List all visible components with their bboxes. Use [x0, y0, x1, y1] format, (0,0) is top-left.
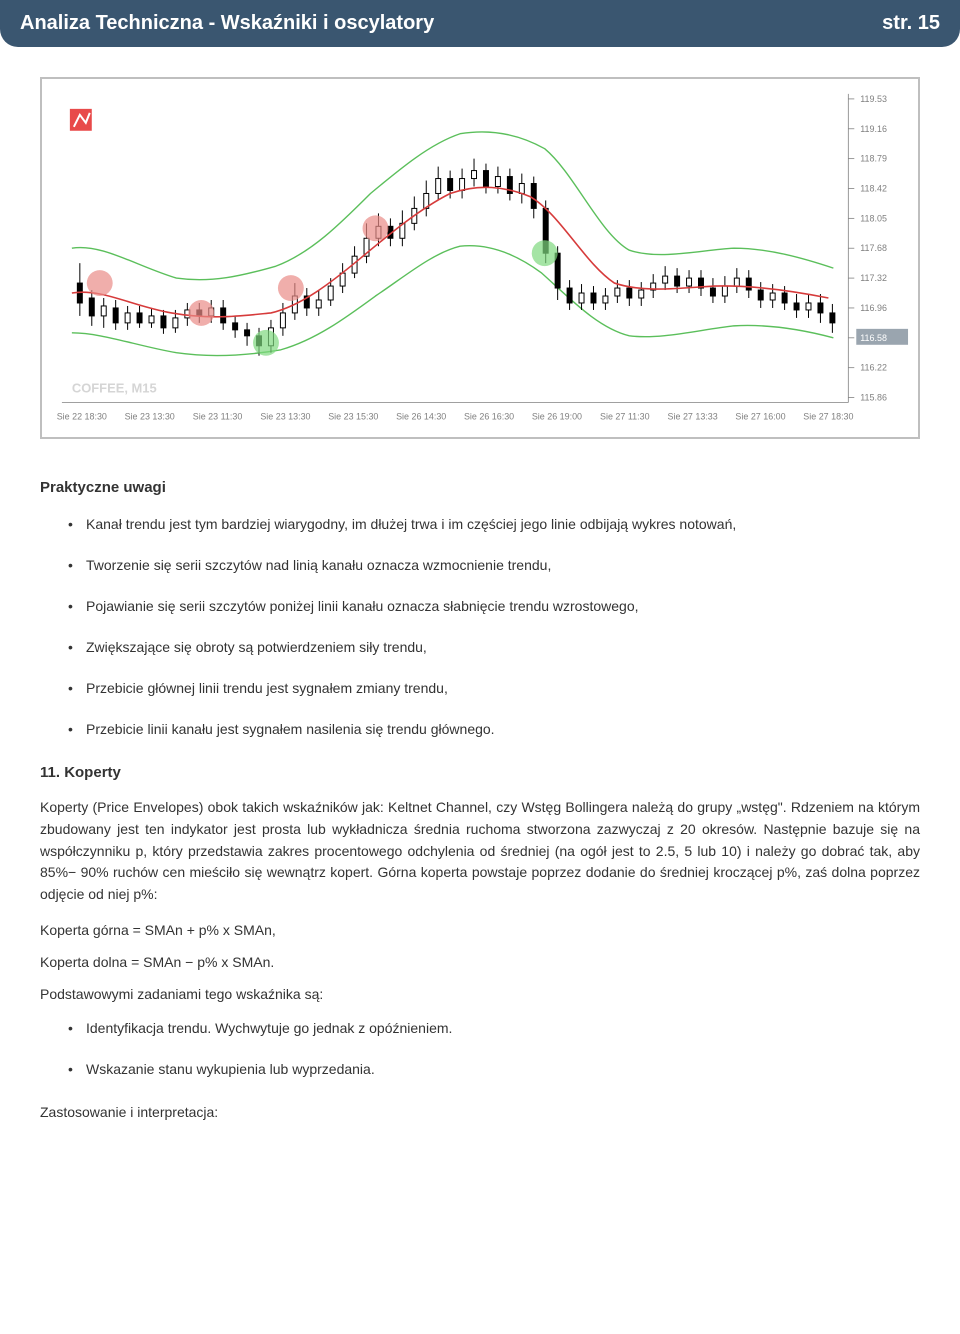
section-title: Praktyczne uwagi: [40, 479, 920, 496]
formula-upper: Koperta górna = SMAn + p% x SMAn,: [40, 922, 920, 938]
svg-text:118.42: 118.42: [860, 183, 887, 193]
svg-text:Sie 27 13:33: Sie 27 13:33: [668, 411, 718, 421]
svg-text:118.05: 118.05: [860, 213, 887, 223]
list-item: Kanał trendu jest tym bardziej wiarygodn…: [68, 514, 920, 535]
svg-text:Sie 27 11:30: Sie 27 11:30: [600, 411, 650, 421]
chart-container: COFFEE, M15 119.53 119.16 118.79 118.42 118.0…: [40, 77, 920, 439]
list-item: Zwiększające się obroty są potwierdzenie…: [68, 637, 920, 658]
svg-text:115.86: 115.86: [860, 393, 887, 403]
svg-text:117.32: 117.32: [860, 273, 887, 283]
list-item: Pojawianie się serii szczytów poniżej li…: [68, 596, 920, 617]
header-title: Analiza Techniczna - Wskaźniki i oscylat…: [20, 12, 434, 35]
list-item: Wskazanie stanu wykupienia lub wyprzedan…: [68, 1059, 920, 1080]
svg-text:117.68: 117.68: [860, 243, 887, 253]
svg-text:Sie 22 18:30: Sie 22 18:30: [57, 411, 107, 421]
list-item: Przebicie głównej linii trendu jest sygn…: [68, 678, 920, 699]
formula-lower: Koperta dolna = SMAn − p% x SMAn.: [40, 954, 920, 970]
footer-line: Zastosowanie i interpretacja:: [40, 1104, 920, 1120]
svg-text:116.22: 116.22: [860, 363, 887, 373]
svg-text:116.58: 116.58: [860, 333, 887, 343]
svg-text:Sie 23 15:30: Sie 23 15:30: [328, 411, 378, 421]
list-item: Przebicie linii kanału jest sygnałem nas…: [68, 719, 920, 740]
svg-text:118.79: 118.79: [860, 154, 887, 164]
page-content: COFFEE, M15 119.53 119.16 118.79 118.42 118.0…: [0, 47, 960, 1176]
svg-text:119.16: 119.16: [860, 124, 887, 134]
list-item: Tworzenie się serii szczytów nad linią k…: [68, 555, 920, 576]
tasks-intro: Podstawowymi zadaniami tego wskaźnika są…: [40, 986, 920, 1002]
svg-text:Sie 23 13:30: Sie 23 13:30: [125, 411, 175, 421]
svg-text:Sie 23 13:30: Sie 23 13:30: [260, 411, 310, 421]
svg-text:COFFEE, M15: COFFEE, M15: [72, 381, 157, 396]
svg-text:Sie 26 14:30: Sie 26 14:30: [396, 411, 446, 421]
tasks-list: Identyfikacja trendu. Wychwytuje go jedn…: [40, 1018, 920, 1080]
page-number: str. 15: [882, 12, 940, 35]
practical-notes-list: Kanał trendu jest tym bardziej wiarygodn…: [40, 514, 920, 740]
svg-text:Sie 27 18:30: Sie 27 18:30: [803, 411, 853, 421]
heading-koperty: 11. Koperty: [40, 764, 920, 781]
svg-text:Sie 26 16:30: Sie 26 16:30: [464, 411, 514, 421]
svg-text:119.53: 119.53: [860, 94, 887, 104]
svg-text:116.96: 116.96: [860, 303, 887, 313]
list-item: Identyfikacja trendu. Wychwytuje go jedn…: [68, 1018, 920, 1039]
page-header: Analiza Techniczna - Wskaźniki i oscylat…: [0, 0, 960, 47]
svg-text:Sie 26 19:00: Sie 26 19:00: [532, 411, 582, 421]
candlestick-chart: COFFEE, M15 119.53 119.16 118.79 118.42 118.0…: [42, 79, 918, 437]
svg-text:Sie 27 16:00: Sie 27 16:00: [735, 411, 785, 421]
koperty-paragraph: Koperty (Price Envelopes) obok takich ws…: [40, 797, 920, 905]
svg-text:Sie 23 11:30: Sie 23 11:30: [193, 411, 243, 421]
